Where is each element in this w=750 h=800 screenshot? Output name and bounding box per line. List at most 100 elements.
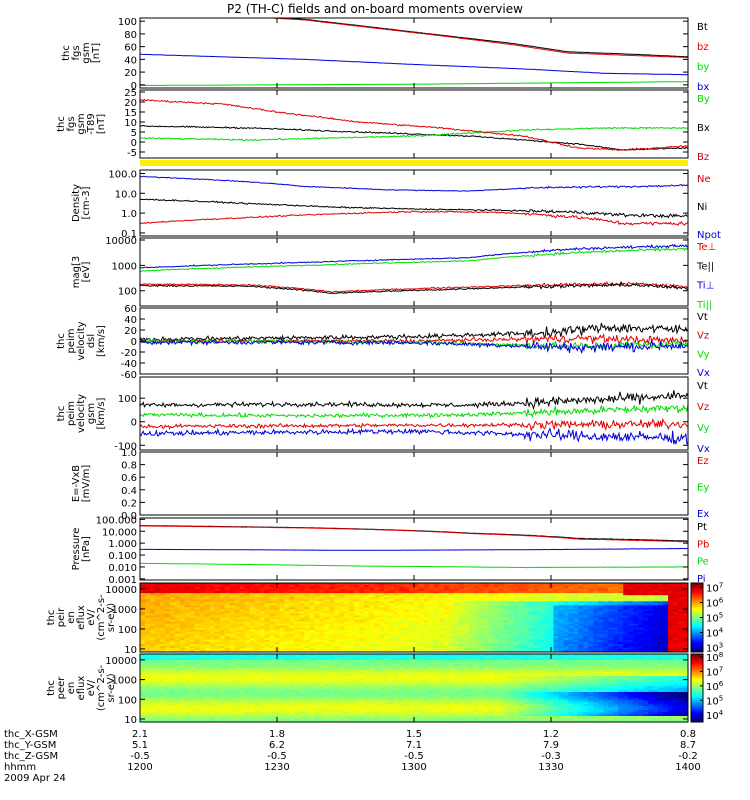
- footer-value: -0.5: [267, 751, 287, 762]
- colorbar-label-exponent: 4: [719, 709, 724, 717]
- footer-value: 2.1: [132, 729, 148, 740]
- series-fgsdsl-Bx: [140, 124, 688, 151]
- y-tick-label: 1.0: [121, 209, 137, 220]
- footer-value: -0.2: [678, 751, 698, 762]
- y-tick-label: 0: [131, 337, 137, 348]
- y-tick-label: 0.4: [121, 486, 137, 497]
- y-axis-label: sr-eV): [106, 603, 117, 632]
- colorbar-label-base: 10: [706, 711, 719, 722]
- legend-entry: Pt: [697, 522, 707, 533]
- colorbar-label-exponent: 3: [719, 642, 723, 650]
- series-pressure-Pi: [140, 547, 688, 551]
- colorbar-label-base: 10: [706, 653, 719, 664]
- y-tick-label: 20: [124, 326, 137, 337]
- y-tick-label: -60: [121, 370, 137, 381]
- y-tick-label: -20: [121, 348, 137, 359]
- legend-entry: Ex: [697, 509, 709, 520]
- figure-title: P2 (TH-C) fields and on-board moments ov…: [227, 2, 523, 16]
- y-axis-label: peim: [66, 328, 77, 353]
- y-axis-label: eflux: [76, 605, 87, 630]
- y-axis-label: en: [66, 611, 77, 624]
- legend-entry: Pe: [697, 557, 709, 568]
- series-group-pressure: [140, 525, 688, 569]
- series-pressure-Pe: [140, 562, 688, 569]
- series-veldsl-Vx: [140, 338, 688, 354]
- legend-entry: bx: [697, 82, 709, 93]
- footer-date: 2009 Apr 24: [4, 773, 66, 784]
- legend-entry: Ti⊥: [696, 281, 714, 292]
- y-tick-label: 0.6: [121, 473, 137, 484]
- x-axis-footer: thc_X-GSM 2.1 1.8 1.5 1.2 0.8 thc_Y-GSM 5.1 6.2 7…: [4, 729, 701, 784]
- y-axis-label: [km/s]: [96, 325, 107, 357]
- series-temp-Ti||: [140, 247, 688, 272]
- y-tick-label: 10: [124, 645, 137, 656]
- colorbar-label-exponent: 5: [719, 694, 723, 702]
- panel-temp: 10000 1000 100 mag[3 [eV] Te⊥ Te|| Ti⊥ Ti||: [71, 236, 716, 311]
- y-tick-label: 10.0: [115, 189, 137, 200]
- y-axis-label: [nPa]: [81, 536, 92, 562]
- series-fgs-bx: [140, 53, 688, 76]
- legend-entry: Bz: [697, 152, 709, 163]
- series-group-density: [140, 175, 688, 227]
- colorbar-label-base: 10: [706, 584, 719, 595]
- y-tick-label: 10000: [105, 585, 137, 596]
- legend-entry: Ni: [697, 202, 707, 213]
- legend-entry: by: [697, 62, 709, 73]
- legend-entry: Vx: [697, 368, 710, 379]
- y-axis-label: peir: [56, 607, 67, 627]
- series-velgsm-Vt: [140, 390, 688, 411]
- y-tick-label: 0.0: [121, 511, 137, 522]
- series-velgsm-Vz: [140, 417, 688, 432]
- y-axis-label: [km/s]: [96, 397, 107, 429]
- y-axis-label: velocity: [76, 321, 87, 360]
- legend-entry: bz: [697, 42, 709, 53]
- y-tick-label: 10000: [105, 656, 137, 667]
- colorbar-label-exponent: 7: [719, 582, 723, 590]
- series-group-temp: [140, 243, 688, 294]
- y-tick-label: 0.8: [121, 461, 137, 472]
- series-fgs-bz: [261, 18, 688, 58]
- y-tick-label: 100: [118, 695, 137, 706]
- y-tick-label: 1000: [112, 676, 137, 687]
- y-axis-label: dsl: [86, 334, 97, 348]
- footer-value: 1230: [264, 762, 289, 773]
- y-axis-label: gsm: [76, 113, 87, 134]
- y-tick-label: 10: [124, 715, 137, 726]
- y-axis-label: sr-eV): [106, 673, 117, 702]
- legend-entry: Vz: [697, 331, 709, 342]
- y-tick-label: 100: [118, 625, 137, 636]
- panel-efield: 1.0 0.80.6 0.40.2 0.0 E=-VxB [mV/m] Ez Ey Ex: [71, 448, 709, 522]
- y-tick-label: 100: [118, 17, 137, 28]
- colorbar-label: 105: [706, 694, 723, 707]
- colorbar-label-exponent: 6: [719, 680, 724, 688]
- colorbar-label-base: 10: [706, 629, 719, 640]
- series-density-Npot: [140, 175, 688, 192]
- colorbar-label: 106: [706, 597, 724, 610]
- series-fgsdsl-Bz: [140, 98, 688, 152]
- footer-value: 7.1: [406, 740, 422, 751]
- y-tick-label: 20: [124, 68, 137, 79]
- legend-entry: Te||: [696, 261, 714, 272]
- panel-frame: [139, 451, 689, 516]
- legend-entry: Ez: [697, 456, 709, 467]
- y-tick-label: 1.0: [121, 448, 137, 459]
- colorbar-label-exponent: 4: [719, 627, 724, 635]
- legend-entry: Bt: [697, 22, 708, 33]
- y-axis-label: Pressure: [71, 528, 82, 571]
- legend-entry: Ey: [697, 483, 709, 494]
- colorbar-label-exponent: 7: [719, 665, 723, 673]
- y-tick-label: 0: [131, 81, 137, 92]
- y-tick-label: 1000: [112, 605, 137, 616]
- series-fgsdsl-By: [140, 126, 688, 142]
- legend-entry: Npot: [697, 230, 721, 241]
- footer-value: -0.5: [404, 751, 424, 762]
- legend-entry: By: [697, 94, 710, 105]
- footer-value: 1.8: [269, 729, 285, 740]
- legend-entry: Vy: [697, 423, 710, 434]
- footer-value: -0.3: [541, 751, 561, 762]
- footer-row-label: thc_Y-GSM: [4, 740, 56, 751]
- y-axis-label: E=-VxB: [71, 465, 82, 502]
- colorbar-label: 106: [706, 680, 724, 693]
